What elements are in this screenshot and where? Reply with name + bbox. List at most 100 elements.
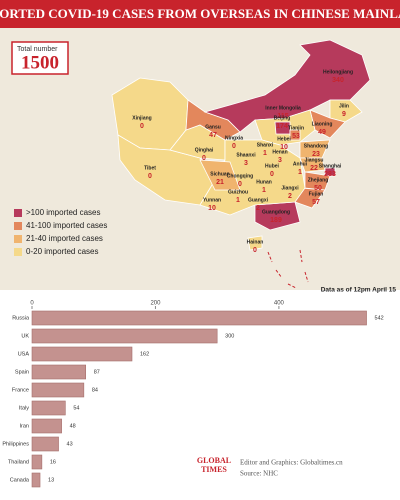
bar xyxy=(31,400,66,416)
province-name: Shandong xyxy=(304,143,328,149)
province-value: 47 xyxy=(209,132,217,139)
category-label: Russia xyxy=(12,315,30,321)
total-box xyxy=(11,41,69,75)
province-name: Shanghai xyxy=(319,163,342,169)
province-value: 49 xyxy=(318,129,326,136)
province-value: 1 xyxy=(262,187,266,194)
value-label: 87 xyxy=(94,369,100,375)
legend-label: >100 imported cases xyxy=(26,208,101,217)
province-name: Hebei xyxy=(277,136,291,142)
bar xyxy=(31,328,218,344)
editor: Editor and Graphics: Globaltimes.cn xyxy=(240,459,343,467)
province-name: Hubei xyxy=(265,163,280,169)
province-name: Anhui xyxy=(293,161,308,167)
region xyxy=(329,99,363,123)
province-value: 115 xyxy=(277,113,288,120)
province-name: Heilongjiang xyxy=(323,69,353,75)
province-name: Jiangxi xyxy=(281,185,299,191)
category-label: Italy xyxy=(19,405,29,411)
region xyxy=(203,39,371,133)
province-name: Guangdong xyxy=(262,209,290,215)
note: Data as of 12pm April 15 xyxy=(321,287,397,294)
category-label: Thailand xyxy=(8,459,29,465)
province-name: Gansu xyxy=(205,124,221,130)
province-value: 3 xyxy=(278,157,282,164)
province-value: 283 xyxy=(324,171,336,178)
category-label: Canada xyxy=(10,477,30,483)
province-name: Beijing xyxy=(274,115,291,121)
province-name: Tibet xyxy=(144,165,156,171)
region xyxy=(247,235,263,251)
bar xyxy=(31,310,367,326)
logo: TIMES xyxy=(201,465,227,474)
source: Source: NHC xyxy=(240,470,278,478)
province-name: Tianjin xyxy=(288,125,304,131)
province-value: 50 xyxy=(314,185,322,192)
province-name: Guangxi xyxy=(248,197,269,203)
legend-label: 21-40 imported cases xyxy=(26,234,103,243)
category-label: France xyxy=(12,387,29,393)
legend-swatch xyxy=(14,209,22,217)
province-value: 189 xyxy=(270,217,282,224)
category-label: UK xyxy=(21,333,29,339)
province-value: 21 xyxy=(216,179,224,186)
province-name: Jiangsu xyxy=(305,157,324,163)
logo: GLOBAL xyxy=(197,456,231,465)
province-value: 340 xyxy=(332,77,344,84)
region xyxy=(199,159,241,191)
value-label: 300 xyxy=(225,333,234,339)
province-value: 0 xyxy=(270,171,274,178)
region xyxy=(289,129,301,141)
province-name: Jilin xyxy=(339,103,349,109)
bar xyxy=(31,418,62,434)
province-value: 57 xyxy=(312,199,320,206)
title: IMPORTED COVID-19 CASES FROM OVERSEAS IN… xyxy=(0,6,400,21)
region xyxy=(324,167,336,177)
province-name: Liaoning xyxy=(312,121,333,127)
province-name: Ningxia xyxy=(225,135,243,141)
category-label: USA xyxy=(18,351,30,357)
total-value: 1500 xyxy=(21,52,59,73)
value-label: 542 xyxy=(375,315,384,321)
province-name: Hunan xyxy=(256,179,272,185)
bar xyxy=(31,364,87,380)
legend-swatch xyxy=(14,222,22,230)
value-label: 84 xyxy=(92,387,98,393)
province-name: Shanxi xyxy=(257,142,274,148)
province-value: 0 xyxy=(148,173,152,180)
province-name: Xinjiang xyxy=(132,115,151,121)
bar xyxy=(31,346,133,362)
province-name: Henan xyxy=(272,149,287,155)
value-label: 48 xyxy=(70,423,76,429)
province-name: Sichuan xyxy=(210,171,229,177)
province-name: Fujian xyxy=(309,191,324,197)
province-name: Qinghai xyxy=(195,147,214,153)
province-value: 10 xyxy=(280,144,288,151)
province-value: 174 xyxy=(276,123,288,130)
category-label: Philippines xyxy=(2,441,29,447)
province-name: Shaanxi xyxy=(236,152,256,158)
bar xyxy=(31,436,59,452)
province-value: 23 xyxy=(312,151,320,158)
province-value: 0 xyxy=(253,247,257,254)
legend-swatch xyxy=(14,248,22,256)
province-value: 0 xyxy=(140,123,144,130)
province-name: Inner Mongolia xyxy=(265,105,301,111)
province-value: 53 xyxy=(292,133,300,140)
legend-label: 41-100 imported cases xyxy=(26,221,107,230)
province-value: 9 xyxy=(342,111,346,118)
value-label: 13 xyxy=(48,477,54,483)
province-name: Chongqing xyxy=(227,173,253,179)
header-band xyxy=(0,0,400,28)
bar xyxy=(31,382,85,398)
legend-label: 0-20 imported cases xyxy=(26,247,98,256)
province-name: Guizhou xyxy=(228,189,248,195)
legend-swatch xyxy=(14,235,22,243)
value-label: 43 xyxy=(67,441,73,447)
x-tick-label: 400 xyxy=(274,301,285,307)
province-value: 22 xyxy=(310,165,318,172)
province-value: 2 xyxy=(288,193,292,200)
province-value: 0 xyxy=(202,155,206,162)
